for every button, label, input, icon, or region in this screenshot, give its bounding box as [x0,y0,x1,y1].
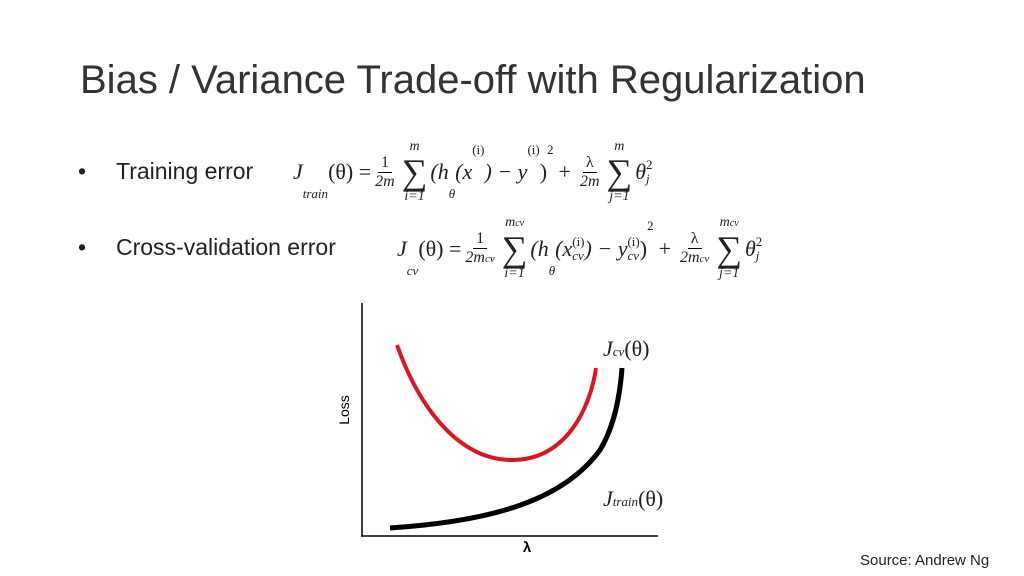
fraction: λ 2mcv [680,230,709,268]
math: 2 [647,218,654,233]
math: (θ) = [328,159,372,184]
train-curve [389,367,625,531]
math: ∑ [716,229,742,269]
math: cv [627,247,639,263]
math: J [603,486,613,511]
math: i=1 [504,266,525,281]
math: θ [744,235,756,261]
math: θ [635,159,647,184]
math: cv [515,218,525,229]
math: (θ) = [418,235,462,261]
math: j [646,171,650,186]
math: (i) cv [627,233,640,263]
math: 2 [755,233,763,249]
math: ) − y [484,159,528,184]
math: ∑ [606,152,633,192]
math: 1 [377,154,392,173]
y-axis-label: Loss [336,395,352,425]
math: i=1 [404,189,425,204]
math: ∑ [401,152,428,192]
math: θ [548,263,556,278]
math: 2m [375,172,395,190]
math: (θ) [638,486,664,511]
math: 2m [465,248,485,266]
math: ) − y [584,235,628,261]
math: J [293,159,303,184]
math: cv [699,252,710,265]
math: θ [448,186,456,201]
math: J [397,235,407,261]
math: ) [539,159,548,184]
fraction: 1 2mcv [465,230,494,268]
math: m [409,139,420,154]
sum: m ∑ j=1 [607,140,633,204]
math: train [612,494,639,509]
math: (i) [527,142,540,157]
math: cv [729,218,739,229]
sum: m ∑ i=1 [402,140,428,204]
math: 1 [473,230,488,249]
slide-title: Bias / Variance Trade-off with Regulariz… [80,58,866,102]
math: 2m [679,248,700,266]
math: 2 [547,142,554,157]
math: (x [455,159,473,184]
fraction: λ 2m [580,154,600,191]
math: cv [406,263,419,278]
math: (i) [572,233,585,249]
math: ∑ [501,229,528,269]
math: 2m [579,172,600,190]
math: + [658,235,671,261]
math: λ [687,230,702,249]
math: (h [430,159,449,184]
bullet: • Training error [78,158,254,184]
math: (i) [627,233,640,249]
sum: mcv ∑ i=1 [502,216,528,281]
math: λ [582,154,597,173]
sum: mcv ∑ j=1 [716,216,742,281]
math: cv [612,344,625,359]
math: m [614,139,625,154]
math: m [719,215,730,230]
fraction: 1 2m [375,154,395,191]
math: (i) cv [572,233,585,263]
source: Source: Andrew Ng [860,552,990,569]
math: (h [530,235,549,261]
bullet: • Cross-validation error [78,234,336,260]
math: 2 [646,157,653,172]
math: + [558,159,571,184]
math: (x [555,235,573,261]
math: j=1 [718,266,740,281]
math: cv [484,252,495,265]
math: (i) [472,142,485,157]
math: ) [639,235,648,261]
math: m [505,215,516,230]
bullet-text: Cross-validation error [116,234,336,260]
math: j [755,247,760,263]
math: cv [572,247,584,263]
cv-curve [395,344,598,463]
math: train [302,186,329,201]
x-axis-label: λ [523,539,532,556]
bullet-text: Training error [116,158,254,184]
math: j=1 [609,189,630,204]
math: (θ) [624,336,650,361]
math: J [603,336,613,361]
